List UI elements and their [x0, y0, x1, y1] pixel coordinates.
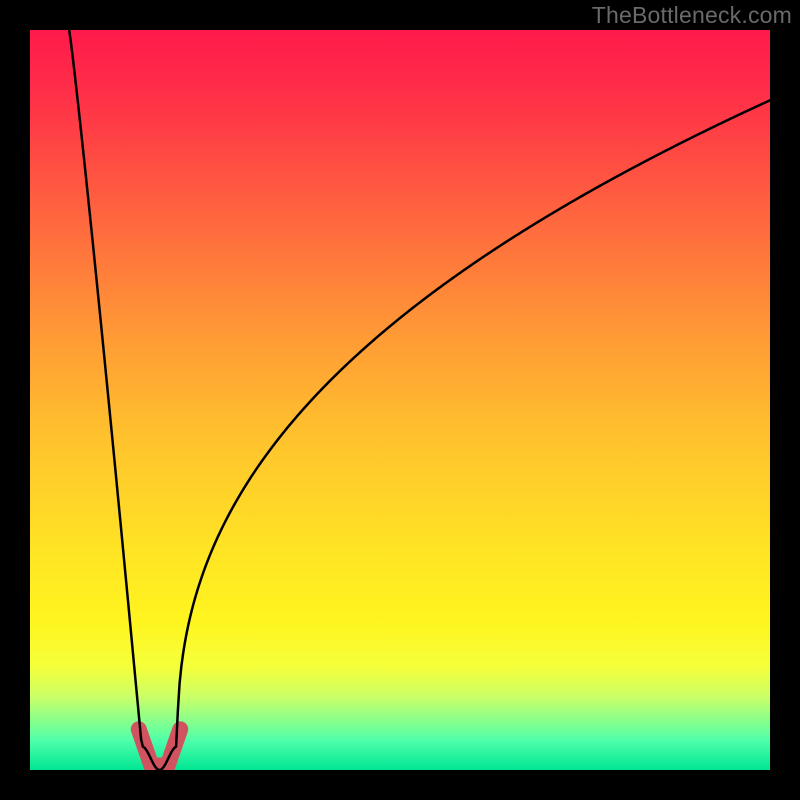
gradient-background — [30, 30, 770, 770]
stage: TheBottleneck.com — [0, 0, 800, 800]
plot-svg — [30, 30, 770, 770]
plot-area — [30, 30, 770, 770]
watermark-text: TheBottleneck.com — [592, 2, 792, 29]
